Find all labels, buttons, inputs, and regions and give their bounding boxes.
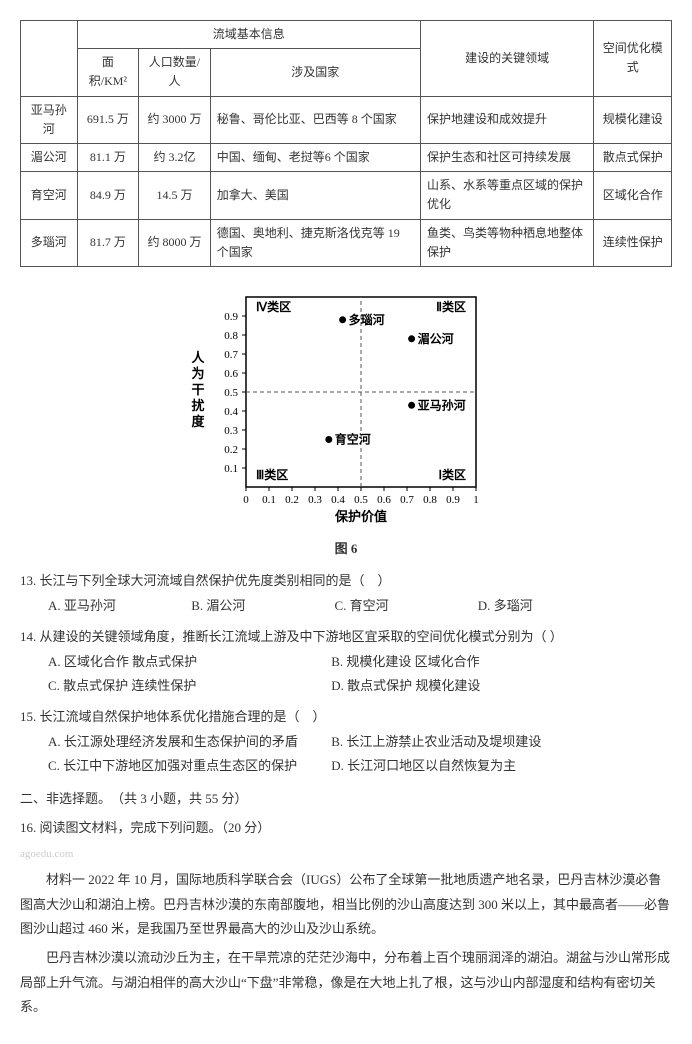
q14-stem: 14. 从建设的关键领域角度，推断长江流域上游及中下游地区宜采取的空间优化模式分… — [20, 625, 672, 650]
watermark: agoedu.com — [20, 846, 672, 864]
svg-text:0.2: 0.2 — [224, 444, 238, 456]
q14-opt-c: C. 散点式保护 连续性保护 — [48, 674, 328, 699]
q13-opt-a: A. 亚马孙河 — [48, 594, 188, 619]
q15-stem: 15. 长江流域自然保护地体系优化措施合理的是（ ） — [20, 705, 672, 730]
svg-text:0.9: 0.9 — [224, 311, 238, 323]
svg-text:亚马孙河: 亚马孙河 — [418, 397, 466, 412]
th-mode: 空间优化模式 — [594, 21, 672, 97]
svg-text:扰: 扰 — [191, 398, 204, 413]
th-key: 建设的关键领域 — [420, 21, 594, 97]
table-row: 育空河 84.9 万 14.5 万 加拿大、美国 山系、水系等重点区域的保护优化… — [21, 172, 672, 219]
table-row: 亚马孙河 691.5 万 约 3000 万 秘鲁、哥伦比亚、巴西等 8 个国家 … — [21, 96, 672, 143]
svg-text:度: 度 — [191, 414, 205, 429]
table-row: 湄公河 81.1 万 约 3.2亿 中国、缅甸、老挝等6 个国家 保护生态和社区… — [21, 143, 672, 171]
scatter-chart: 0 0.1 0.2 0.3 0.4 0.5 0.6 0.7 0.8 0.9 1 0.1 0.2 0.3 0.… — [20, 277, 672, 534]
q14-opt-a: A. 区域化合作 散点式保护 — [48, 650, 328, 675]
q15-opt-d: D. 长江河口地区以自然恢复为主 — [331, 754, 611, 779]
svg-text:保护价值: 保护价值 — [334, 509, 387, 524]
svg-text:0.1: 0.1 — [224, 463, 238, 475]
question-13: 13. 长江与下列全球大河流域自然保护优先度类别相同的是（ ） A. 亚马孙河 … — [20, 569, 672, 618]
th-basin: 流域基本信息 — [77, 21, 420, 49]
q13-opt-c: C. 育空河 — [335, 594, 475, 619]
question-15: 15. 长江流域自然保护地体系优化措施合理的是（ ） A. 长江源处理经济发展和… — [20, 705, 672, 779]
q15-opt-a: A. 长江源处理经济发展和生态保护间的矛盾 — [48, 730, 328, 755]
svg-text:0.6: 0.6 — [377, 494, 391, 506]
svg-text:Ⅳ类区: Ⅳ类区 — [256, 299, 291, 314]
svg-text:0.8: 0.8 — [224, 330, 238, 342]
question-14: 14. 从建设的关键领域角度，推断长江流域上游及中下游地区宜采取的空间优化模式分… — [20, 625, 672, 699]
svg-text:0.3: 0.3 — [224, 425, 238, 437]
figure-label: 图 6 — [20, 539, 672, 560]
question-16: 16. 阅读图文材料，完成下列问题。（20 分） — [20, 816, 672, 841]
basin-table: 流域基本信息 建设的关键领域 空间优化模式 面积/KM² 人口数量/人 涉及国家… — [20, 20, 672, 267]
th-area: 面积/KM² — [77, 49, 139, 96]
q13-stem: 13. 长江与下列全球大河流域自然保护优先度类别相同的是（ ） — [20, 569, 672, 594]
table-row: 多瑙河 81.7 万 约 8000 万 德国、奥地利、捷克斯洛伐克等 19 个国… — [21, 219, 672, 266]
section-2-heading: 二、非选择题。 （共 3 小题，共 55 分） — [20, 789, 672, 810]
q13-opt-d: D. 多瑙河 — [478, 594, 618, 619]
svg-text:Ⅱ类区: Ⅱ类区 — [436, 299, 466, 314]
svg-text:Ⅲ类区: Ⅲ类区 — [256, 467, 288, 482]
q14-opt-b: B. 规模化建设 区域化合作 — [331, 650, 611, 675]
svg-text:0.1: 0.1 — [262, 494, 276, 506]
th-countries: 涉及国家 — [210, 49, 420, 96]
svg-text:0: 0 — [243, 494, 249, 506]
material-para-1: 材料一 2022 年 10 月，国际地质科学联合会（IUGS）公布了全球第一批地… — [20, 868, 672, 942]
svg-text:干: 干 — [191, 382, 204, 397]
material-para-2: 巴丹吉林沙漠以流动沙丘为主，在干旱荒凉的茫茫沙海中，分布着上百个瑰丽润泽的湖泊。… — [20, 946, 672, 1020]
svg-text:0.7: 0.7 — [400, 494, 414, 506]
svg-text:湄公河: 湄公河 — [418, 331, 454, 346]
svg-text:育空河: 育空河 — [335, 431, 371, 446]
svg-text:0.6: 0.6 — [224, 368, 238, 380]
svg-text:0.9: 0.9 — [446, 494, 460, 506]
svg-text:多瑙河: 多瑙河 — [349, 312, 385, 327]
q15-opt-c: C. 长江中下游地区加强对重点生态区的保护 — [48, 754, 328, 779]
q14-opt-d: D. 散点式保护 规模化建设 — [331, 674, 611, 699]
svg-text:为: 为 — [191, 366, 204, 381]
svg-text:人: 人 — [191, 350, 205, 365]
th-pop: 人口数量/人 — [139, 49, 210, 96]
q15-opt-b: B. 长江上游禁止农业活动及堤坝建设 — [331, 730, 611, 755]
svg-text:0.7: 0.7 — [224, 349, 238, 361]
svg-text:1: 1 — [473, 494, 479, 506]
q13-opt-b: B. 湄公河 — [191, 594, 331, 619]
svg-text:0.4: 0.4 — [224, 406, 238, 418]
svg-text:Ⅰ类区: Ⅰ类区 — [438, 467, 466, 482]
svg-text:0.5: 0.5 — [354, 494, 368, 506]
svg-text:0.3: 0.3 — [308, 494, 322, 506]
svg-text:0.5: 0.5 — [224, 387, 238, 399]
svg-text:0.4: 0.4 — [331, 494, 345, 506]
svg-text:0.8: 0.8 — [423, 494, 437, 506]
svg-text:0.2: 0.2 — [285, 494, 299, 506]
